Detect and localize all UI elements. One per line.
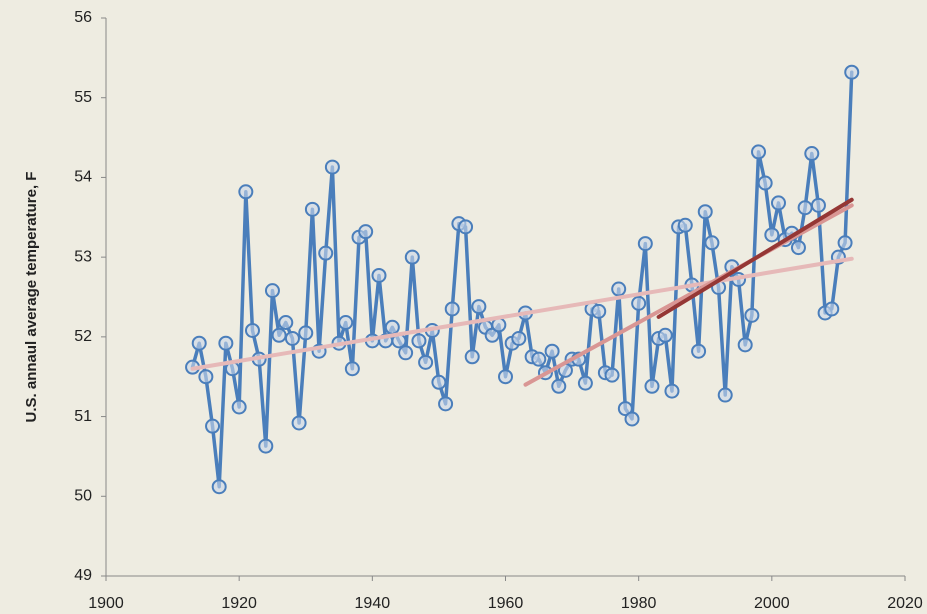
data-point — [358, 224, 374, 240]
data-point — [398, 345, 414, 361]
data-point — [551, 378, 567, 394]
data-point — [577, 375, 593, 391]
data-point — [191, 335, 207, 351]
trend-line — [656, 197, 854, 319]
data-point — [458, 219, 474, 235]
data-point — [751, 144, 767, 160]
trend-line — [523, 203, 854, 387]
data-point — [418, 354, 434, 370]
y-tick-label: 51 — [74, 408, 92, 425]
data-point — [271, 327, 287, 343]
data-point — [244, 322, 260, 338]
data-point — [284, 330, 300, 346]
data-point — [611, 281, 627, 297]
data-point — [824, 301, 840, 317]
data-point — [198, 369, 214, 385]
data-point — [484, 327, 500, 343]
data-point — [218, 335, 234, 351]
data-point — [657, 327, 673, 343]
data-point — [298, 325, 314, 341]
data-point — [264, 283, 280, 299]
data-point — [211, 479, 227, 495]
x-tick-label: 1960 — [488, 595, 524, 612]
data-point — [444, 301, 460, 317]
y-tick-label: 56 — [74, 9, 92, 26]
data-point — [704, 235, 720, 251]
data-point — [837, 235, 853, 251]
data-point — [677, 217, 693, 233]
x-tick-label: 2020 — [887, 595, 923, 612]
data-point — [438, 396, 454, 412]
y-tick-label: 52 — [74, 328, 92, 345]
trend-line — [190, 256, 854, 371]
data-point — [411, 333, 427, 349]
data-point — [804, 146, 820, 162]
data-point — [844, 64, 860, 80]
data-point — [291, 415, 307, 431]
data-point — [691, 343, 707, 359]
data-point — [278, 315, 294, 331]
data-point — [471, 299, 487, 315]
data-point — [644, 378, 660, 394]
data-point — [797, 200, 813, 216]
data-point — [544, 343, 560, 359]
x-tick-label: 1940 — [355, 595, 391, 612]
x-tick-label: 1980 — [621, 595, 657, 612]
data-point — [498, 369, 513, 385]
data-point — [238, 184, 254, 200]
data-point — [764, 227, 780, 243]
data-point — [624, 411, 640, 427]
data-point — [205, 418, 221, 434]
data-point — [744, 307, 760, 323]
y-tick-label: 49 — [74, 567, 92, 584]
data-point — [231, 399, 247, 415]
data-point — [324, 159, 340, 175]
data-point — [790, 240, 806, 256]
data-point — [697, 204, 713, 220]
data-point — [318, 245, 334, 261]
data-point — [304, 201, 320, 217]
data-point — [258, 438, 274, 454]
data-line — [190, 70, 854, 489]
data-point — [604, 367, 620, 383]
data-point — [431, 374, 447, 390]
data-point — [511, 330, 527, 346]
x-tick-label: 1920 — [221, 595, 257, 612]
x-tick-label: 1900 — [88, 595, 124, 612]
data-point — [344, 361, 360, 377]
y-tick-label: 50 — [74, 488, 92, 505]
data-point — [338, 315, 354, 331]
data-point — [464, 349, 480, 365]
data-point — [770, 195, 786, 211]
y-tick-label: 53 — [74, 248, 92, 265]
data-point — [631, 295, 647, 311]
data-point — [664, 383, 680, 399]
data-point — [404, 249, 420, 265]
x-tick-label: 2000 — [754, 595, 790, 612]
data-point — [531, 351, 547, 367]
data-point — [371, 267, 387, 283]
data-point — [737, 337, 753, 353]
data-point — [617, 401, 633, 417]
data-point — [384, 319, 400, 335]
data-point — [757, 175, 773, 191]
y-axis-label: U.S. annaul average temperature, F — [23, 172, 40, 423]
data-point — [637, 236, 653, 252]
data-point — [591, 303, 607, 319]
data-point — [717, 387, 733, 403]
y-tick-label: 54 — [74, 169, 92, 186]
y-tick-label: 55 — [74, 89, 92, 106]
data-point — [810, 197, 826, 213]
